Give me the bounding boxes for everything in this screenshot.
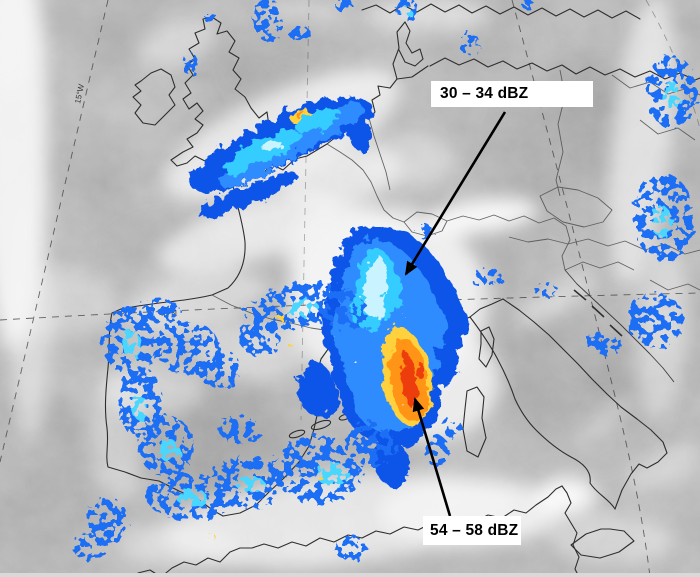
radar-cell xyxy=(334,536,366,560)
radar-cell xyxy=(346,422,398,466)
radar-cell xyxy=(627,292,683,348)
croatian-islands xyxy=(573,289,623,337)
border-france-germany xyxy=(326,143,405,223)
radar-cell xyxy=(349,114,371,152)
radar-cell xyxy=(520,0,534,9)
meridian-label: 15°W xyxy=(73,83,86,105)
radar-cell xyxy=(459,32,479,56)
annotation-label-moderate: 30 – 34 dBZ xyxy=(431,81,593,107)
radar-cell xyxy=(254,0,282,42)
border-czech xyxy=(539,186,613,228)
radar-overlay xyxy=(72,0,698,560)
border-alps-north-italy xyxy=(446,214,571,271)
annotation-label-intense-text: 54 – 58 dBZ xyxy=(430,521,519,539)
radar-cell xyxy=(197,171,297,218)
radar-layer-red xyxy=(400,351,424,409)
radar-cell xyxy=(290,25,310,43)
radar-cell-intense xyxy=(288,342,296,348)
radar-scattered-cells xyxy=(72,0,698,560)
radar-cell-extreme xyxy=(400,351,418,409)
coastline-croatia xyxy=(564,269,675,383)
annotation-label-moderate-text: 30 – 34 dBZ xyxy=(440,85,529,102)
radar-cell xyxy=(122,330,142,358)
radar-cell xyxy=(282,299,318,317)
radar-cell xyxy=(224,157,252,175)
border-rhine xyxy=(368,117,391,191)
radar-cell xyxy=(240,324,280,356)
island-ibiza xyxy=(288,429,306,439)
radar-cell xyxy=(220,416,260,444)
radar-cell-extreme xyxy=(409,376,415,388)
radar-cell xyxy=(202,10,216,22)
radar-cell xyxy=(401,7,411,17)
border-slovenia xyxy=(564,261,635,271)
radar-cell-intense xyxy=(297,113,307,119)
coastline-ireland xyxy=(132,68,176,126)
radar-cell xyxy=(140,298,180,322)
coastline-italy-west xyxy=(469,316,616,510)
radar-cell xyxy=(156,440,180,460)
radar-cell xyxy=(72,532,108,560)
radar-cell xyxy=(534,283,558,297)
coastline-denmark xyxy=(398,21,424,67)
bottom-strip xyxy=(0,573,700,577)
radar-cell xyxy=(236,475,264,493)
radar-cell xyxy=(362,255,388,315)
island-mallorca xyxy=(310,419,332,431)
radar-cell-extreme xyxy=(416,362,424,378)
arrow-moderate xyxy=(404,111,507,276)
radar-cell-intense xyxy=(208,534,216,540)
radar-scatter-yellow xyxy=(208,314,322,540)
coastline-italy-north xyxy=(469,298,504,318)
arrow-intense xyxy=(412,397,452,517)
radar-layer-palecyan xyxy=(262,140,388,320)
radar-cell xyxy=(316,462,348,486)
meridian-line xyxy=(300,0,310,421)
radar-cell xyxy=(176,490,208,506)
radar-scatter-cyan xyxy=(122,7,682,506)
annotation-arrows xyxy=(404,111,507,517)
radar-cell xyxy=(262,140,282,152)
coastline-sicily xyxy=(570,528,635,559)
radar-cell xyxy=(132,396,148,420)
annotation-label-intense: 54 – 58 dBZ xyxy=(423,516,521,545)
border-austria xyxy=(508,236,626,247)
coastline-corsica xyxy=(478,326,495,368)
radar-cell xyxy=(586,334,622,354)
radar-cell-intense xyxy=(314,475,322,481)
radar-cell-intense xyxy=(276,314,286,322)
coastline-sardinia xyxy=(462,386,487,458)
radar-cell xyxy=(183,52,197,76)
radar-cell xyxy=(297,361,339,417)
radar-cell xyxy=(320,294,368,330)
meridian-line-15w xyxy=(0,0,109,463)
coastline-german-bight xyxy=(396,65,429,80)
radar-cell xyxy=(88,498,128,542)
coastline-italy-east xyxy=(502,298,668,510)
coastline-tunisia xyxy=(561,485,580,577)
radar-cell xyxy=(470,268,502,288)
border-poland-east xyxy=(639,119,696,141)
radar-cell xyxy=(375,300,385,320)
meridian-line xyxy=(511,0,651,577)
radar-main-systems xyxy=(189,96,469,487)
radar-cell xyxy=(652,206,672,238)
radar-cell xyxy=(295,108,341,132)
radar-cell xyxy=(336,0,354,13)
radar-cell xyxy=(662,82,682,110)
radar-cell xyxy=(196,348,240,388)
radar-cell xyxy=(442,418,462,438)
radar-cell xyxy=(381,274,403,318)
